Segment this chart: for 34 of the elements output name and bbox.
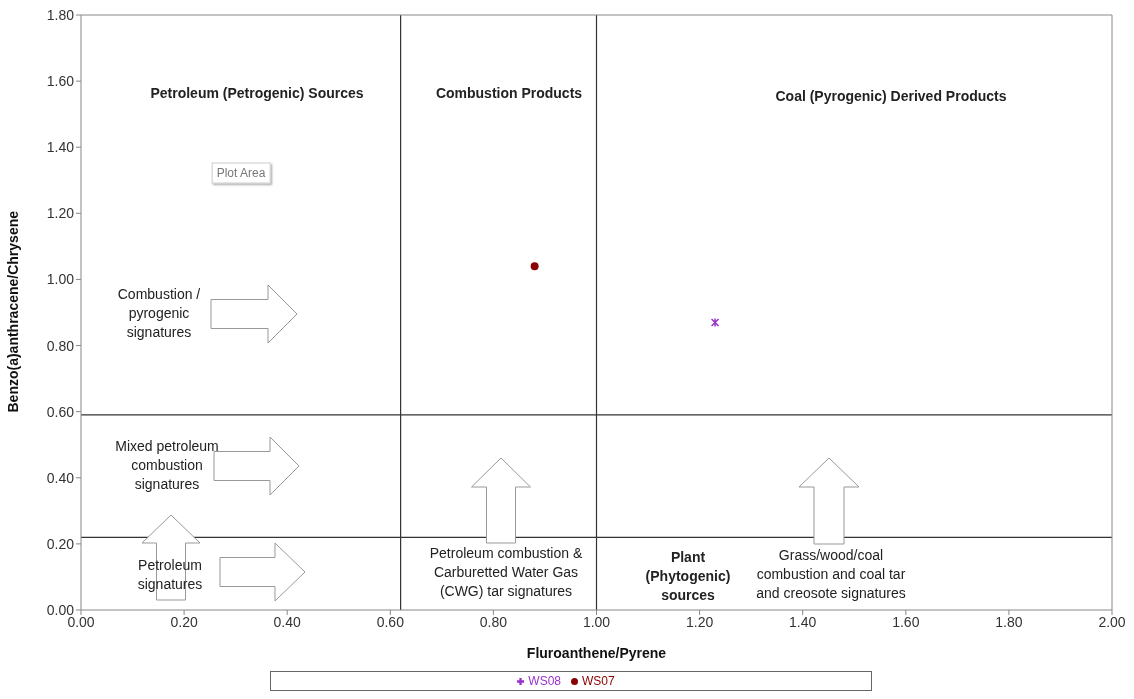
x-tick-label: 1.60 [892,613,920,630]
legend-label: WS08 [528,674,561,688]
y-axis-title: Benzo(a)anthracene/Chrysene [4,210,21,413]
y-tick-label: 1.20 [46,205,75,222]
annotation: Mixed petroleum combustion signatures [115,436,219,494]
x-tick-label: 0.40 [273,613,302,630]
annotation: Petroleum signatures [137,556,203,594]
y-tick-label: 1.60 [46,73,75,90]
y-tick-label: 0.60 [46,403,75,420]
annotation: Combustion / pyrogenic signatures [117,284,201,342]
annotation: Combustion Products [435,83,583,103]
y-tick-label: 1.40 [46,139,75,156]
x-tick-label: 1.80 [995,613,1023,630]
annotation: Petroleum (Petrogenic) Sources [150,83,364,103]
annotation: Plant (Phytogenic) sources [645,547,731,605]
legend-label: WS07 [582,674,615,688]
x-tick-label: 0.20 [170,613,198,630]
y-tick-label: 0.40 [46,469,75,486]
x-tick-label: 1.40 [789,613,817,630]
y-tick-label: 1.00 [46,271,75,288]
x-tick-label: 0.80 [479,613,508,630]
y-tick-label: 0.20 [46,535,75,552]
x-tick-label: 2.00 [1098,613,1126,630]
y-tick-label: 1.80 [46,6,75,23]
annotation: Coal (Pyrogenic) Derived Products [775,86,1007,106]
annotation: Grass/wood/coal combustion and coal tar and creosote signatures [756,545,906,603]
y-tick-label: 0.80 [46,337,75,354]
x-tick-label: 1.20 [685,613,714,630]
x-tick-label: 1.00 [582,613,611,630]
annotation: Plot Area [211,162,271,184]
x-tick-label: 0.60 [376,613,405,630]
y-tick-label: 0.00 [46,601,75,618]
x-axis-title: Fluroanthene/Pyrene [526,645,667,661]
annotation: Petroleum combustion & Carburetted Water Gas (CWG) tar signatures [429,543,583,601]
